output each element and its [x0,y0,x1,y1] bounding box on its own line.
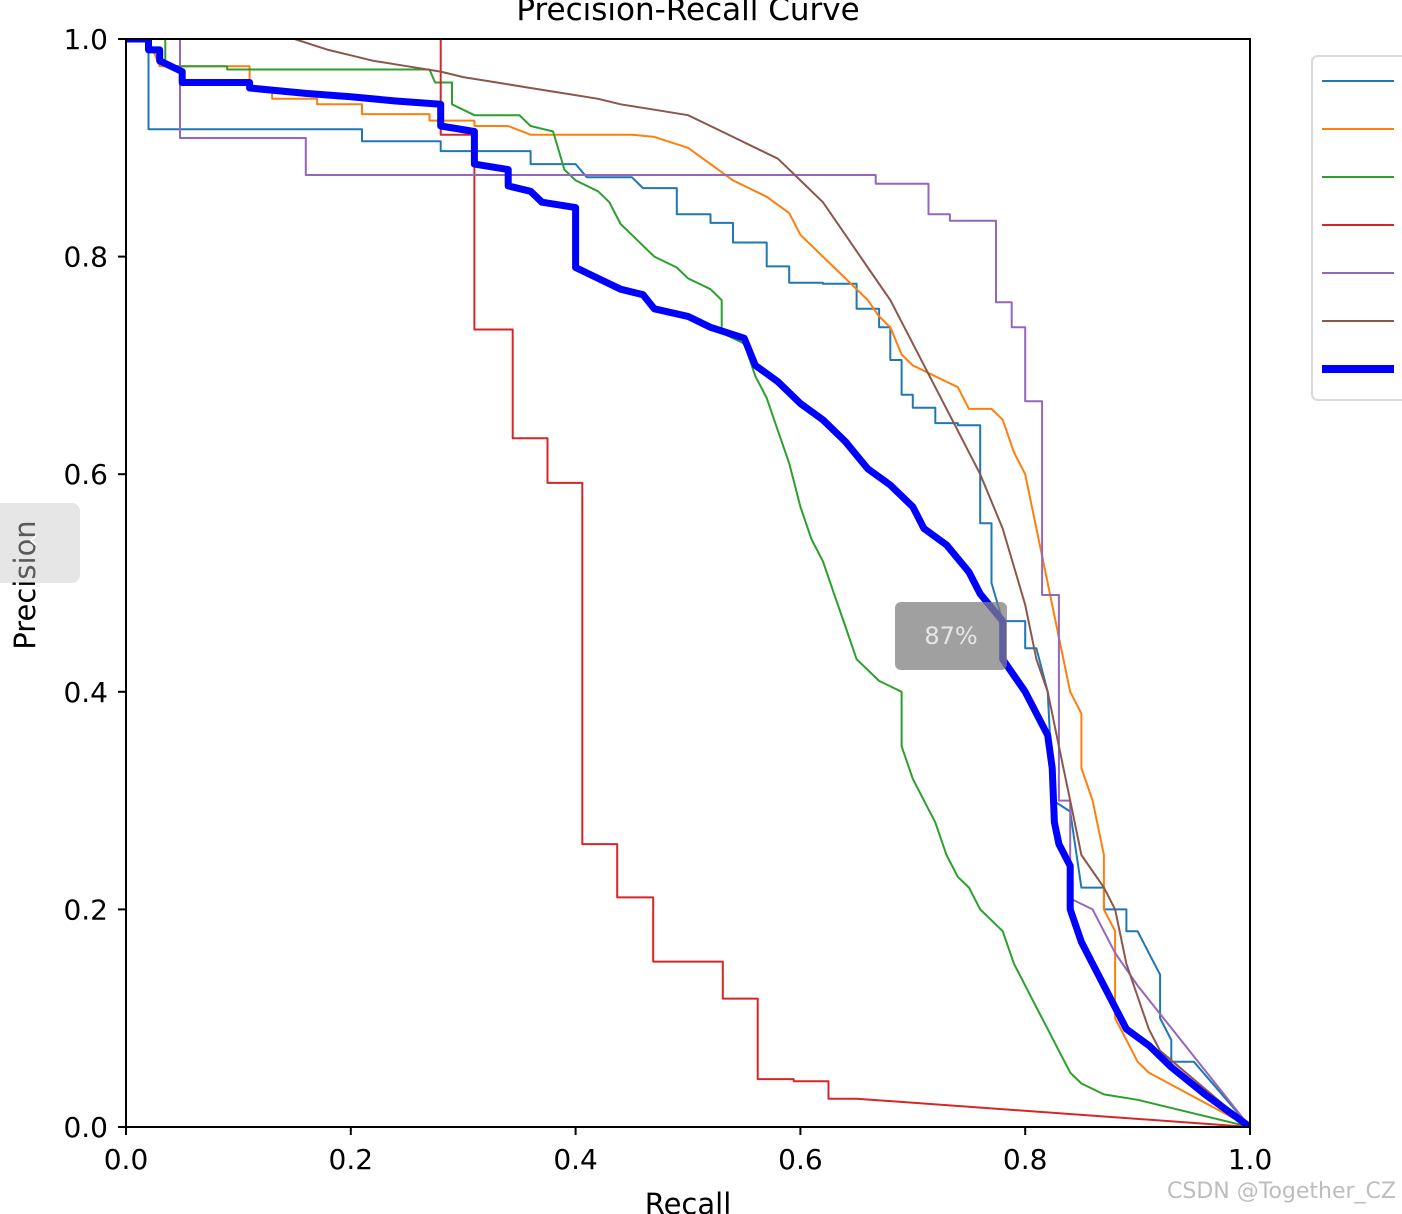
legend-box [1311,55,1402,401]
series-line-2 [126,39,1250,1127]
x-tick-label: 0.0 [104,1143,149,1176]
x-tick-label: 1.0 [1228,1143,1273,1176]
x-tick-label: 0.8 [1003,1143,1048,1176]
y-tick-label: 1.0 [63,23,108,56]
y-axis: 0.0 0.2 0.4 0.6 0.8 1.0 [63,23,126,1144]
legend-entries [1322,80,1394,373]
sidebar-toggle-button[interactable]: ‹ [0,503,80,583]
zoom-level-indicator: 87% [895,602,1007,670]
x-axis-label: Recall [645,1187,732,1214]
y-axis-label: Precision [8,520,42,649]
chevron-left-icon: ‹ [28,525,39,555]
legend [1311,55,1402,401]
series-line-7 [126,39,1250,1127]
series-line-5 [126,39,1250,1127]
series-line-1 [126,39,1250,1127]
chart-title: Precision-Recall Curve [516,0,859,28]
series-line-6 [126,39,1250,1127]
watermark: CSDN @Together_CZ [1167,1179,1396,1204]
plot-frame [125,38,1251,1128]
y-tick-label: 0.6 [63,458,108,491]
series-layer [126,39,1250,1127]
series-line-4 [126,39,1250,1127]
x-axis: 0.0 0.2 0.4 0.6 0.8 1.0 [104,1127,1273,1176]
series-line-3 [126,39,1250,1127]
y-tick-label: 0.0 [63,1111,108,1144]
x-tick-label: 0.2 [329,1143,374,1176]
y-tick-label: 0.8 [63,241,108,274]
x-tick-label: 0.6 [778,1143,823,1176]
x-tick-label: 0.4 [553,1143,598,1176]
y-tick-label: 0.2 [63,893,108,926]
y-tick-label: 0.4 [63,676,108,709]
